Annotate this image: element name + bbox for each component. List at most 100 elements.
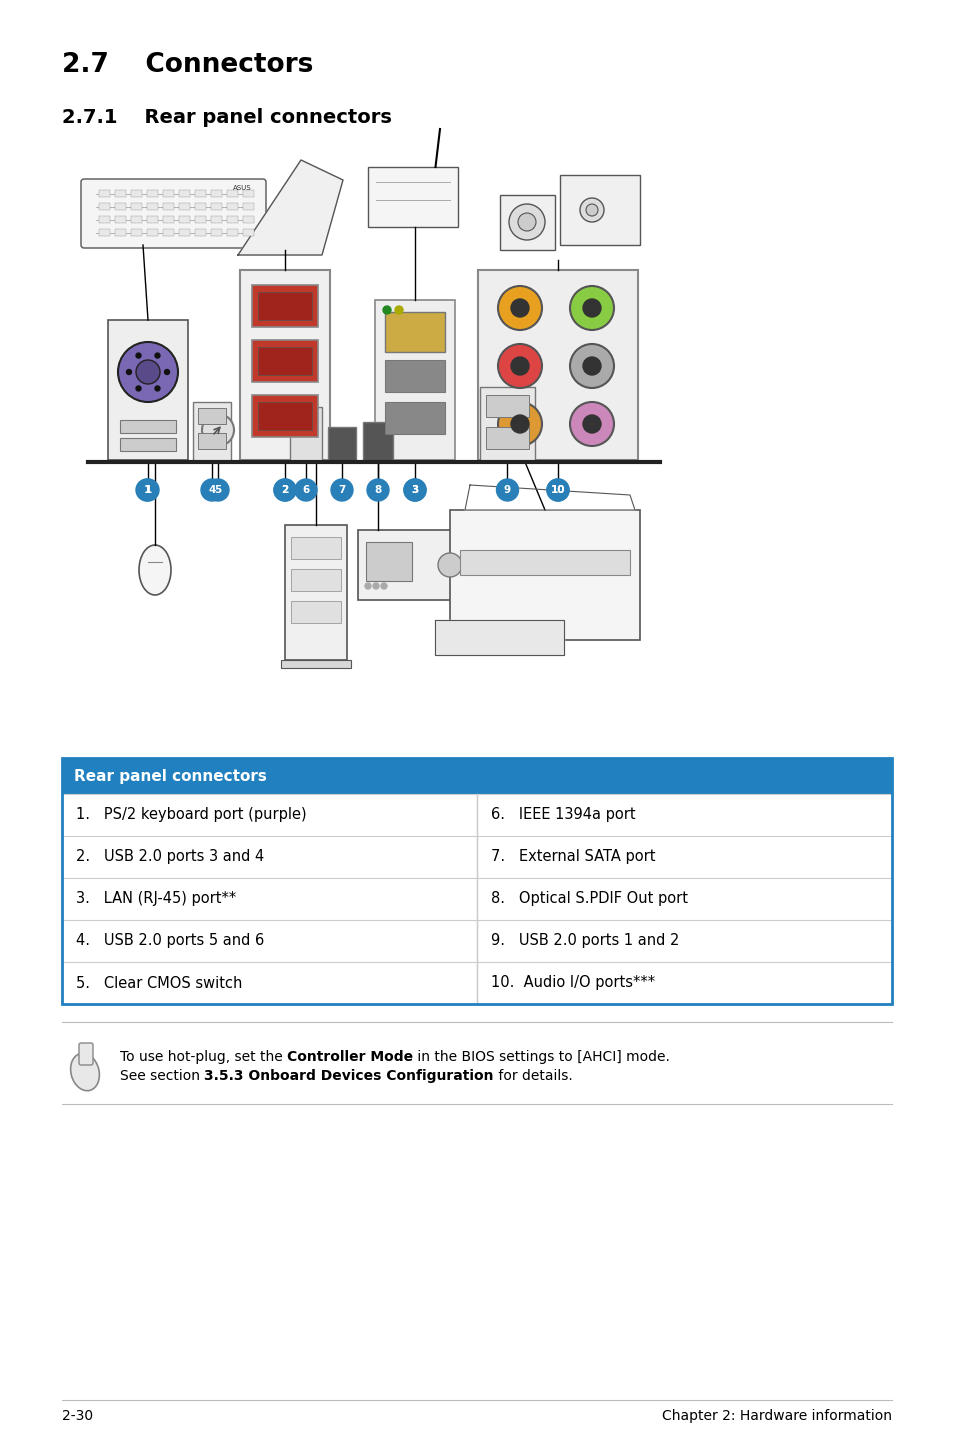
Text: ASUS: ASUS xyxy=(233,186,252,191)
Circle shape xyxy=(497,344,541,388)
Text: 3: 3 xyxy=(411,485,418,495)
Bar xyxy=(120,439,175,452)
Bar xyxy=(291,601,340,623)
Bar xyxy=(99,203,110,210)
Circle shape xyxy=(136,479,158,500)
Text: 9: 9 xyxy=(503,485,511,495)
Bar xyxy=(257,403,312,430)
Bar xyxy=(163,216,173,223)
Circle shape xyxy=(118,342,178,403)
Bar xyxy=(227,203,237,210)
Text: Rear panel connectors: Rear panel connectors xyxy=(74,768,267,784)
Circle shape xyxy=(511,357,529,375)
Bar xyxy=(211,216,222,223)
Text: 8.   Optical S.PDIF Out port: 8. Optical S.PDIF Out port xyxy=(491,892,687,906)
Text: 2.   USB 2.0 ports 3 and 4: 2. USB 2.0 ports 3 and 4 xyxy=(76,850,264,864)
Bar xyxy=(499,196,555,250)
Bar xyxy=(240,270,330,460)
Circle shape xyxy=(403,479,426,500)
Circle shape xyxy=(582,416,600,433)
Bar xyxy=(179,216,190,223)
Bar xyxy=(163,229,173,236)
Circle shape xyxy=(395,306,402,313)
Bar xyxy=(147,203,158,210)
Bar xyxy=(227,229,237,236)
Bar xyxy=(291,569,340,591)
Text: 3.   LAN (RJ-45) port**: 3. LAN (RJ-45) port** xyxy=(76,892,236,906)
FancyBboxPatch shape xyxy=(81,178,266,247)
Bar xyxy=(252,285,317,326)
Text: To use hot-plug, set the: To use hot-plug, set the xyxy=(120,1050,287,1064)
Bar xyxy=(194,216,206,223)
Bar xyxy=(450,510,639,640)
Bar xyxy=(120,420,175,433)
Bar xyxy=(211,229,222,236)
Bar xyxy=(108,321,188,460)
Bar xyxy=(131,203,142,210)
Circle shape xyxy=(207,479,229,500)
Bar xyxy=(257,292,312,321)
Bar xyxy=(328,427,355,462)
Bar xyxy=(252,395,317,437)
Bar xyxy=(227,216,237,223)
Bar xyxy=(194,229,206,236)
Bar xyxy=(198,408,226,424)
Circle shape xyxy=(154,354,160,358)
Text: 2: 2 xyxy=(281,485,289,495)
Bar xyxy=(131,190,142,197)
Bar xyxy=(179,229,190,236)
Text: 10: 10 xyxy=(550,485,565,495)
Polygon shape xyxy=(464,485,635,510)
Bar xyxy=(281,660,351,669)
Circle shape xyxy=(382,306,391,313)
Circle shape xyxy=(136,385,141,391)
Text: 2: 2 xyxy=(281,485,289,495)
Bar xyxy=(99,216,110,223)
Circle shape xyxy=(582,299,600,316)
Bar xyxy=(131,229,142,236)
Circle shape xyxy=(331,479,353,500)
Bar xyxy=(147,190,158,197)
Circle shape xyxy=(546,479,568,500)
Bar xyxy=(147,229,158,236)
Circle shape xyxy=(127,370,132,374)
Circle shape xyxy=(497,286,541,329)
Text: 10.  Audio I/O ports***: 10. Audio I/O ports*** xyxy=(491,975,655,991)
Bar xyxy=(243,203,253,210)
Text: 7.   External SATA port: 7. External SATA port xyxy=(491,850,655,864)
Text: Controller Mode: Controller Mode xyxy=(287,1050,413,1064)
Bar xyxy=(459,549,629,575)
Bar xyxy=(485,427,529,449)
Circle shape xyxy=(496,479,518,500)
Circle shape xyxy=(546,479,568,500)
Circle shape xyxy=(403,479,426,500)
Bar xyxy=(243,190,253,197)
Bar xyxy=(115,190,126,197)
Text: 4: 4 xyxy=(208,485,215,495)
Text: 5.   Clear CMOS switch: 5. Clear CMOS switch xyxy=(76,975,242,991)
Bar xyxy=(485,395,529,417)
Bar xyxy=(357,531,468,600)
Polygon shape xyxy=(237,160,343,255)
Bar xyxy=(62,758,891,794)
Bar xyxy=(194,203,206,210)
Text: 6.   IEEE 1394a port: 6. IEEE 1394a port xyxy=(491,808,635,823)
Bar xyxy=(211,203,222,210)
Text: 5: 5 xyxy=(214,485,221,495)
Bar xyxy=(375,301,455,460)
Circle shape xyxy=(137,479,159,500)
Bar xyxy=(193,403,231,462)
Bar xyxy=(163,203,173,210)
Circle shape xyxy=(367,479,389,500)
Text: See section: See section xyxy=(120,1068,204,1083)
Bar xyxy=(99,190,110,197)
Bar xyxy=(385,403,444,434)
Bar xyxy=(227,190,237,197)
Text: in the BIOS settings to [AHCI] mode.: in the BIOS settings to [AHCI] mode. xyxy=(413,1050,669,1064)
Bar xyxy=(163,190,173,197)
Bar xyxy=(290,407,322,462)
Bar xyxy=(385,360,444,393)
Circle shape xyxy=(509,204,544,240)
Text: Chapter 2: Hardware information: Chapter 2: Hardware information xyxy=(661,1409,891,1424)
Text: 7: 7 xyxy=(338,485,345,495)
